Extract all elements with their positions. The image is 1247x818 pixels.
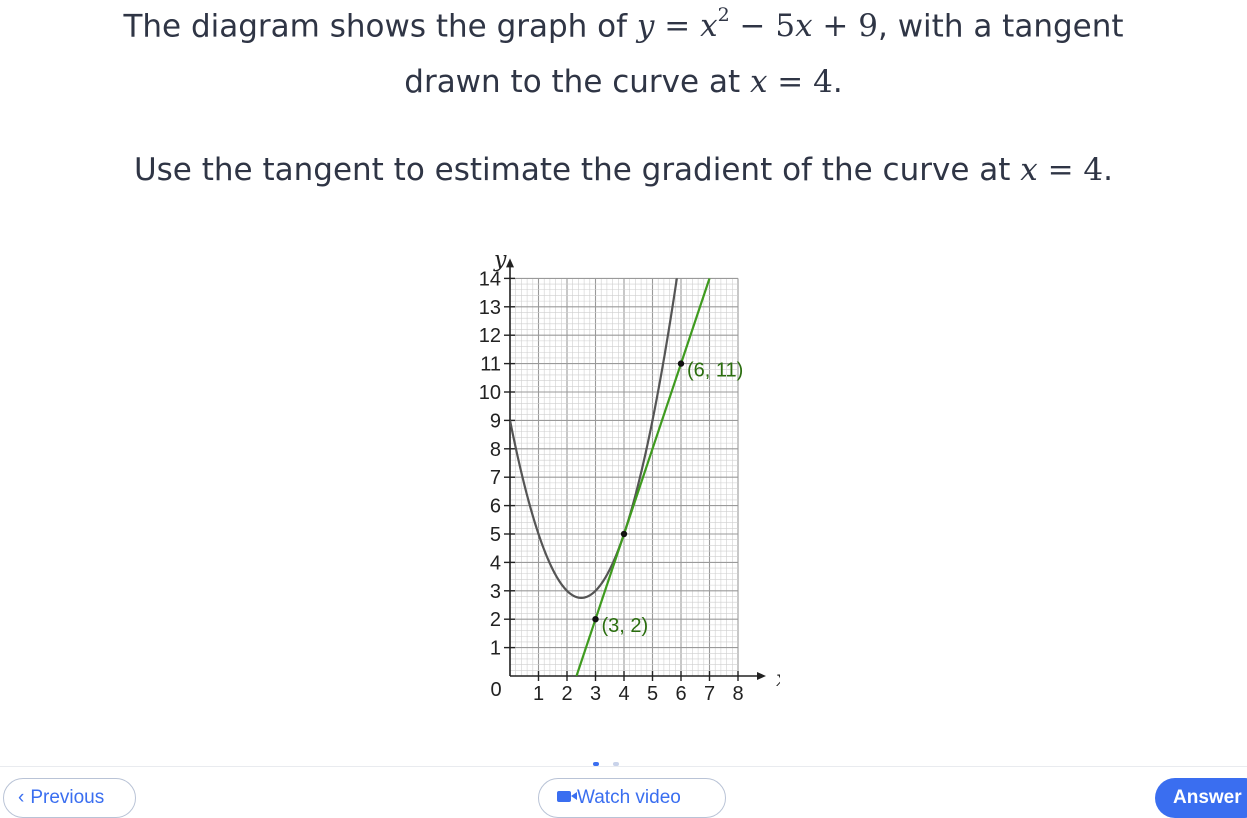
math-y: y — [636, 8, 655, 45]
question-text: , with a tangent — [877, 8, 1124, 45]
y-tick-label: 12 — [479, 325, 501, 347]
x-tick-label: 3 — [590, 683, 601, 705]
question-text: Use the tangent to estimate the gradient… — [133, 152, 1021, 188]
equation: x = 4 — [1020, 152, 1103, 188]
math-exponent: 2 — [717, 4, 730, 26]
answer-label: Answer — [1173, 787, 1242, 808]
y-tick-label: 5 — [490, 524, 501, 546]
video-camera-icon — [557, 791, 577, 802]
equation: x = 4 — [750, 64, 833, 100]
x-tick-label: 5 — [647, 683, 658, 705]
question-line-2: drawn to the curve at x = 4. — [0, 64, 1247, 100]
x-axis-arrow — [757, 672, 766, 680]
tangent-line — [575, 278, 711, 677]
y-tick-label: 10 — [479, 382, 501, 404]
y-tick-label: 8 — [490, 439, 501, 461]
y-tick-label: 6 — [490, 496, 501, 518]
point-label: (3, 2) — [602, 615, 649, 637]
x-tick-label: 7 — [704, 683, 715, 705]
y-tick-label: 4 — [490, 552, 501, 574]
progress-dot — [613, 762, 619, 766]
math-equals: = — [654, 8, 701, 45]
progress-dot — [593, 762, 599, 766]
y-axis-arrow — [506, 258, 514, 268]
watch-video-label: Watch video — [577, 787, 681, 808]
data-point — [677, 360, 685, 367]
y-tick-label: 11 — [480, 354, 501, 376]
math-value: = 4 — [767, 64, 833, 100]
y-tick-label: 9 — [490, 410, 501, 432]
graph: 1234567812345678910111213140xy(3, 2)(6, … — [479, 248, 780, 705]
y-tick-label: 1 — [490, 638, 501, 660]
data-point — [592, 616, 599, 623]
question-text: drawn to the curve at — [404, 64, 750, 100]
math-term: − 5 — [729, 8, 796, 45]
y-tick-label: 7 — [490, 467, 501, 489]
y-tick-label: 3 — [490, 581, 501, 603]
math-x: x — [700, 8, 718, 45]
watch-video-button[interactable]: Watch video — [538, 778, 726, 818]
x-tick-label: 4 — [618, 683, 629, 705]
question-line-3: Use the tangent to estimate the gradient… — [0, 152, 1247, 188]
x-axis-label: x — [776, 667, 780, 692]
y-tick-label: 13 — [479, 297, 501, 319]
math-term: + 9 — [812, 8, 878, 45]
data-point — [620, 530, 628, 538]
x-tick-label: 8 — [732, 683, 743, 705]
origin-label: 0 — [490, 679, 501, 701]
math-x: x — [749, 64, 768, 100]
question-line-1: The diagram shows the graph of y = x2 − … — [0, 4, 1247, 45]
y-tick-label: 2 — [490, 609, 501, 631]
x-tick-label: 2 — [561, 683, 572, 705]
y-axis-label: y — [493, 248, 507, 272]
chevron-left-icon: ‹ — [18, 787, 25, 808]
math-x: x — [1020, 152, 1038, 188]
math-value: = 4 — [1037, 152, 1104, 188]
previous-button[interactable]: ‹ Previous — [3, 778, 136, 818]
question-text: . — [832, 64, 843, 100]
point-label: (6, 11) — [687, 360, 743, 382]
equation: y = x2 − 5x + 9 — [636, 4, 878, 45]
question-text: . — [1103, 152, 1114, 188]
question-text: The diagram shows the graph of — [123, 8, 637, 45]
footer-divider — [0, 766, 1247, 767]
x-tick-label: 6 — [675, 683, 686, 705]
previous-label: Previous — [30, 787, 105, 808]
answer-button[interactable]: Answer — [1155, 778, 1247, 818]
x-tick-label: 1 — [533, 683, 544, 705]
y-tick-label: 14 — [479, 268, 501, 290]
math-x: x — [795, 8, 813, 45]
